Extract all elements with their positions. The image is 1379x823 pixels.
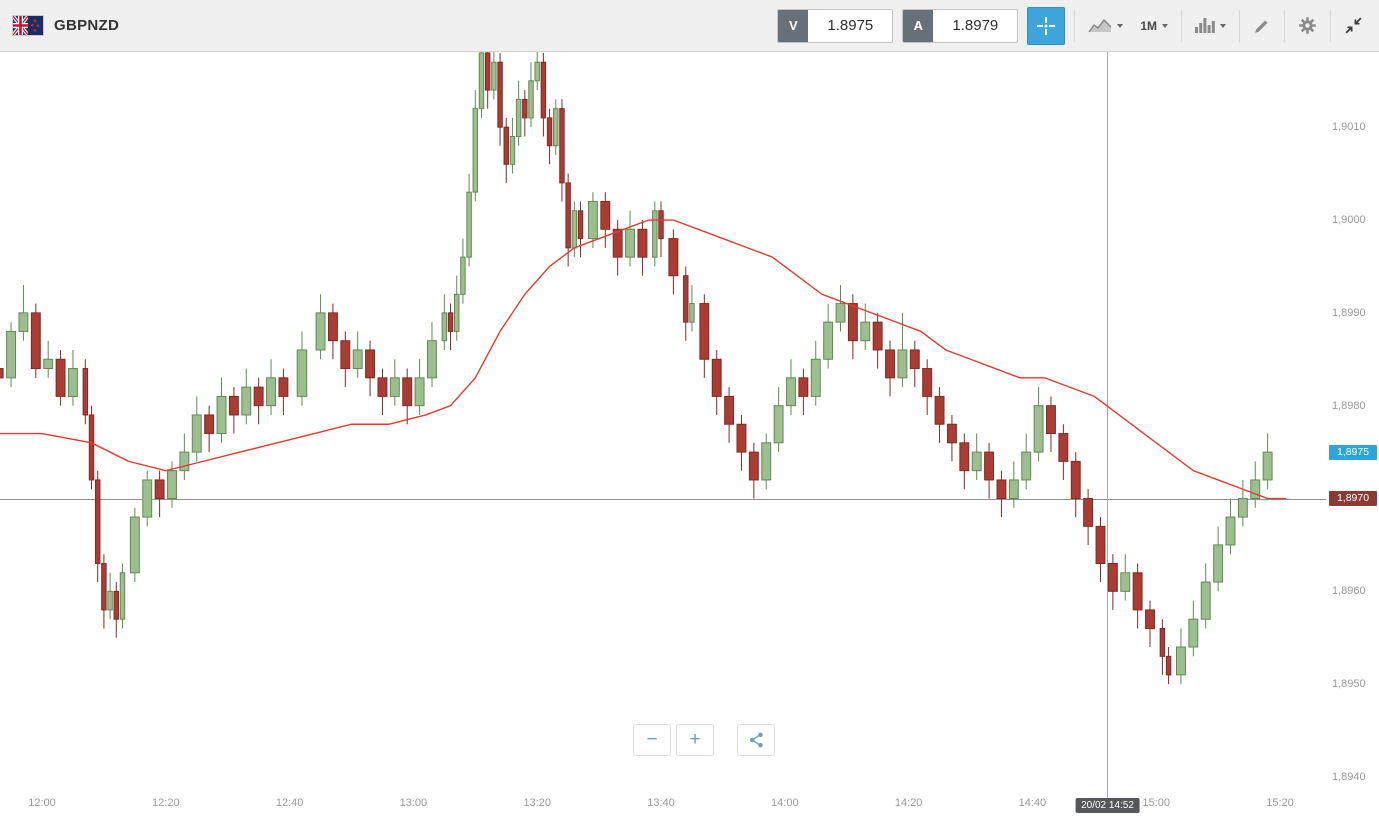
sell-price-badge: 1,8975 [1329, 444, 1377, 460]
share-button[interactable] [737, 724, 775, 756]
toolbar-divider [1074, 9, 1076, 42]
buy-button[interactable]: A 1.8979 [902, 8, 1019, 43]
timeframe-button[interactable]: 1M [1136, 17, 1172, 35]
chart-header: GBPNZD V 1.8975 A 1.8979 [0, 0, 1379, 52]
gbpnzd-flag-icon [12, 15, 44, 36]
settings-button[interactable] [1294, 14, 1321, 37]
sell-label: V [778, 9, 809, 42]
chevron-down-icon [1117, 23, 1124, 28]
time-marker-tooltip: 20/02 14:52 [1075, 798, 1140, 813]
collapse-button[interactable] [1340, 14, 1367, 37]
zoom-out-button[interactable]: − [633, 724, 671, 756]
moving-average [0, 219, 1287, 500]
chart-type-icon [1088, 18, 1112, 33]
chevron-down-icon [1162, 23, 1168, 28]
indicators-button[interactable] [1191, 16, 1230, 35]
drawing-tools-button[interactable] [1249, 15, 1275, 37]
pencil-icon [1255, 20, 1268, 33]
symbol-title: GBPNZD [54, 17, 120, 34]
last-price-badge: 1,8970 [1329, 491, 1377, 506]
crosshair-button[interactable] [1027, 6, 1066, 45]
chart-toolbar: V 1.8975 A 1.8979 [777, 6, 1367, 45]
sell-button[interactable]: V 1.8975 [777, 8, 894, 43]
share-icon [749, 732, 763, 748]
crosshair-icon [1037, 16, 1056, 35]
buy-label: A [903, 9, 934, 42]
chevron-down-icon [1220, 23, 1226, 28]
toolbar-divider [1239, 9, 1240, 42]
buy-price: 1.8979 [952, 17, 999, 34]
toolbar-divider [1181, 9, 1182, 42]
chart-type-button[interactable] [1084, 15, 1127, 36]
toolbar-divider [1330, 9, 1331, 42]
timeframe-label: 1M [1140, 18, 1157, 33]
zoom-controls: − + [633, 724, 775, 756]
collapse-icon [1345, 17, 1362, 34]
zoom-in-button[interactable]: + [676, 724, 714, 756]
toolbar-divider [1284, 9, 1285, 42]
gear-icon [1299, 17, 1316, 34]
sell-price: 1.8975 [827, 17, 874, 34]
indicators-icon [1195, 18, 1215, 33]
